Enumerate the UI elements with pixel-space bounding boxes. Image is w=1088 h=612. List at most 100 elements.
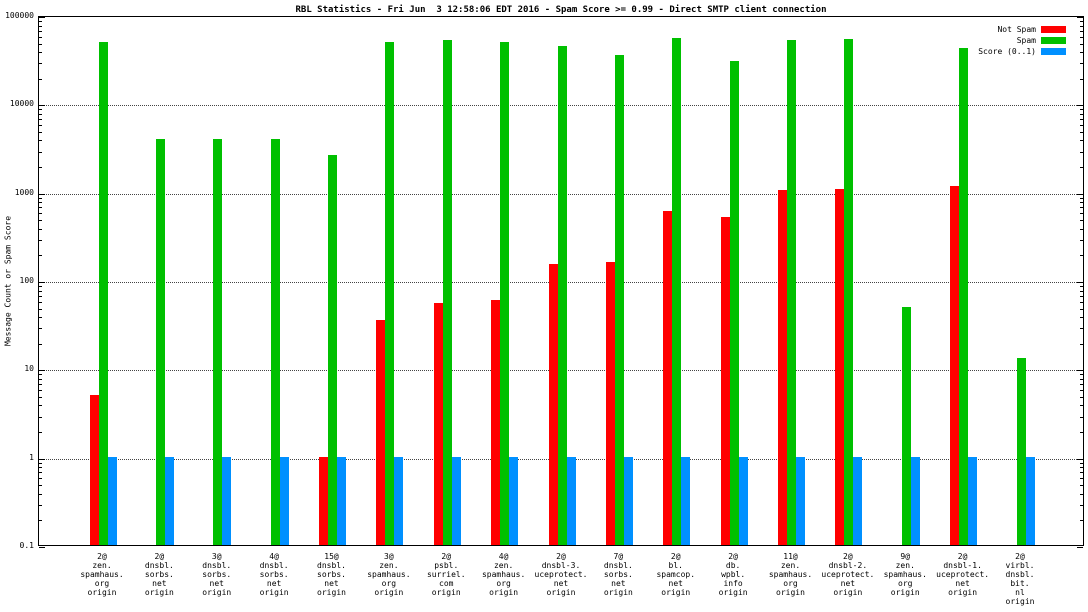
spam-bar	[500, 41, 510, 545]
legend-swatch	[1041, 48, 1066, 55]
axis-tick	[1080, 384, 1083, 386]
axis-tick	[39, 197, 42, 199]
legend-item: Spam	[978, 35, 1066, 46]
axis-tick	[1080, 295, 1083, 297]
axis-tick	[1080, 432, 1083, 434]
x-category-label: 9@ zen. spamhaus. org origin	[883, 552, 927, 597]
x-category-label: 7@ dnsbl. sorbs. net origin	[603, 552, 633, 597]
axis-tick	[39, 119, 42, 121]
x-category-label: 2@ dnsbl-2. uceprotect. net origin	[821, 552, 875, 597]
axis-tick	[39, 378, 42, 380]
x-category-label: 2@ zen. spamhaus. org origin	[80, 552, 124, 597]
axis-tick	[39, 30, 42, 32]
axis-tick	[1080, 520, 1083, 522]
axis-tick	[1080, 405, 1083, 407]
axis-tick	[1080, 374, 1083, 376]
axis-tick	[1077, 282, 1083, 283]
axis-tick	[39, 140, 42, 142]
axis-tick	[39, 17, 45, 18]
axis-tick	[39, 485, 42, 487]
axis-tick	[39, 78, 42, 80]
axis-tick	[1080, 43, 1083, 45]
axis-tick	[39, 151, 42, 153]
axis-tick	[1080, 197, 1083, 199]
axis-tick	[1080, 328, 1083, 330]
spam-bar	[213, 138, 223, 545]
axis-tick	[39, 202, 42, 204]
spam-bar	[901, 306, 911, 545]
axis-tick	[1077, 105, 1083, 107]
spam-bar	[328, 155, 337, 545]
axis-tick	[39, 63, 42, 65]
score-0-1-bar	[796, 456, 805, 545]
legend: Not Spam Spam Score (0..1)	[978, 24, 1066, 57]
axis-tick	[1080, 485, 1083, 487]
axis-tick	[39, 504, 42, 506]
axis-tick	[39, 286, 42, 288]
axis-tick	[39, 167, 42, 169]
axis-tick	[1077, 458, 1083, 460]
axis-tick	[1080, 109, 1083, 111]
axis-tick	[1080, 462, 1083, 464]
axis-tick	[39, 384, 42, 386]
axis-tick	[1080, 220, 1083, 222]
legend-item: Not Spam	[978, 24, 1066, 35]
spam-bar	[270, 138, 280, 545]
axis-tick	[39, 308, 42, 310]
axis-tick	[1080, 504, 1083, 506]
chart-title: RBL Statistics - Fri Jun 3 12:58:06 EDT …	[295, 5, 827, 15]
y-tick-label: 100000	[5, 11, 34, 20]
y-tick-label: 100	[19, 276, 34, 285]
axis-tick	[39, 25, 42, 27]
not-spam-bar	[89, 394, 99, 545]
axis-tick	[39, 131, 42, 133]
x-category-label: 2@ virbl. dnsbl. bit. nl origin	[1005, 552, 1035, 606]
score-0-1-bar	[509, 456, 519, 545]
legend-swatch	[1041, 37, 1066, 44]
axis-tick	[39, 396, 42, 398]
axis-tick	[1080, 21, 1083, 23]
score-0-1-bar	[164, 456, 174, 545]
score-0-1-bar	[222, 456, 232, 545]
x-category-label: 2@ dnsbl-1. uceprotect. net origin	[936, 552, 990, 597]
x-category-label: 2@ psbl. surriel. com origin	[426, 552, 466, 597]
not-spam-bar	[433, 302, 443, 545]
plot-area	[38, 16, 1084, 548]
axis-tick	[1080, 52, 1083, 54]
score-0-1-bar	[623, 456, 633, 545]
axis-tick	[1077, 193, 1083, 195]
spam-bar	[787, 40, 796, 545]
axis-tick	[1080, 396, 1083, 398]
axis-tick	[1080, 113, 1083, 115]
axis-tick	[1080, 472, 1083, 474]
spam-bar	[442, 40, 452, 545]
y-tick-label: 10000	[9, 99, 34, 109]
y-tick-label: 0.1	[19, 541, 34, 550]
axis-tick	[39, 405, 42, 407]
axis-tick	[1080, 290, 1083, 292]
axis-tick	[1080, 30, 1083, 32]
axis-tick	[39, 239, 42, 241]
not-spam-bar	[319, 456, 328, 545]
axis-tick	[1080, 167, 1083, 169]
not-spam-bar	[376, 320, 386, 545]
spam-bar	[729, 61, 739, 545]
axis-tick	[1080, 36, 1083, 38]
axis-tick	[1080, 119, 1083, 121]
legend-label: Not Spam	[997, 25, 1036, 34]
axis-tick	[1080, 308, 1083, 310]
score-0-1-bar	[107, 456, 117, 545]
axis-tick	[1080, 207, 1083, 209]
axis-tick	[39, 213, 42, 215]
axis-tick	[1080, 343, 1083, 345]
axis-tick	[1080, 478, 1083, 480]
score-0-1-bar	[1025, 456, 1035, 545]
axis-tick	[39, 389, 42, 391]
axis-tick	[1080, 378, 1083, 380]
y-tick-label: 10	[24, 364, 34, 374]
axis-tick	[39, 467, 42, 469]
axis-tick	[1080, 140, 1083, 142]
axis-tick	[1080, 151, 1083, 153]
axis-tick	[39, 370, 45, 372]
